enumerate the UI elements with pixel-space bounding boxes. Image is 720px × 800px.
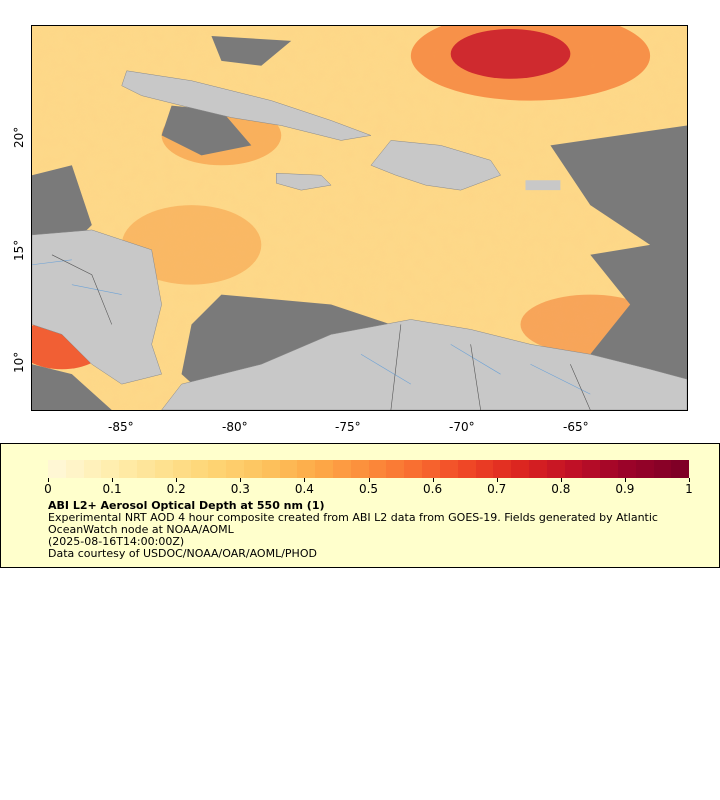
colorbar-segment (261, 460, 280, 478)
colorbar-tick-label: 1 (685, 482, 693, 496)
colorbar-segment (368, 460, 387, 478)
colorbar-segment (83, 460, 102, 478)
y-tick-label: 20° (12, 126, 26, 148)
colorbar-tick-mark (496, 478, 498, 482)
colorbar-tick-label: 0.8 (551, 482, 571, 496)
colorbar-tick-mark (304, 478, 306, 482)
colorbar-tick-label: 0.1 (102, 482, 122, 496)
colorbar-tick-mark (368, 478, 370, 482)
legend-panel: 0 0.1 0.2 0.3 0.4 0.5 0.6 0.7 0.8 0.9 1 ABI L2+ Ae… (0, 443, 720, 568)
colorbar-tick-label: 0.2 (166, 482, 186, 496)
map-panel (31, 25, 688, 411)
colorbar-tick-label: 0.6 (423, 482, 443, 496)
colorbar-tick-label: 0.3 (230, 482, 250, 496)
colorbar-tick-label: 0.5 (358, 482, 379, 496)
colorbar-segment (279, 460, 298, 478)
colorbar-segment (546, 460, 565, 478)
rivers (32, 259, 591, 395)
colorbar-segment (137, 460, 155, 478)
colorbar-segment (493, 460, 512, 478)
no-data-region (211, 35, 292, 66)
colorbar-segment (226, 460, 244, 478)
y-tick-label: 15° (12, 239, 26, 261)
colorbar-segment (297, 460, 316, 478)
legend-text: ABI L2+ Aerosol Optical Depth at 550 nm … (48, 500, 698, 560)
colorbar-segment (618, 460, 636, 478)
colorbar-tick-label: 0.7 (487, 482, 507, 496)
colorbar-segment (154, 460, 173, 478)
no-data-region (550, 125, 687, 410)
colorbar-segment (439, 460, 458, 478)
no-data-region (32, 364, 112, 410)
colorbar-tick-label: 0 (44, 482, 52, 496)
colorbar-segment (528, 460, 547, 478)
colorbar-segment (48, 460, 66, 478)
colorbar-segment (422, 460, 440, 478)
colorbar-segment (243, 460, 262, 478)
colorbar-segment (65, 460, 84, 478)
colorbar-segment (404, 460, 423, 478)
x-tick-label: -65° (563, 420, 589, 434)
x-tick-label: -80° (222, 420, 248, 434)
land-central-america (32, 229, 162, 385)
legend-description: Experimental NRT AOD 4 hour composite cr… (48, 511, 658, 536)
colorbar-tick-mark (176, 478, 178, 482)
x-tick-label: -85° (108, 420, 134, 434)
legend-timestamp: (2025-08-16T14:00:00Z) (48, 535, 185, 548)
legend-title: ABI L2+ Aerosol Optical Depth at 550 nm … (48, 499, 325, 512)
colorbar-segment (635, 460, 654, 478)
colorbar-segment (457, 460, 476, 478)
land-jamaica (276, 172, 332, 191)
x-tick-label: -75° (335, 420, 361, 434)
colorbar-tick-mark (48, 478, 49, 482)
colorbar (48, 460, 690, 478)
no-data-region (161, 105, 252, 156)
colorbar-segment (333, 460, 351, 478)
colorbar-tick-mark (432, 478, 434, 482)
colorbar-tick-label: 0.9 (615, 482, 635, 496)
colorbar-segment (101, 460, 120, 478)
land-cuba (121, 70, 372, 141)
colorbar-segment (582, 460, 601, 478)
land-puerto-rico (525, 180, 561, 191)
colorbar-tick-mark (624, 478, 626, 482)
colorbar-segment (671, 460, 690, 478)
colorbar-segment (475, 460, 494, 478)
borders (51, 254, 591, 410)
colorbar-tick-mark (112, 478, 114, 482)
aod-plume-red (450, 28, 571, 79)
colorbar-segment (350, 460, 369, 478)
land-hispaniola (370, 140, 501, 191)
colorbar-segment (208, 460, 227, 478)
legend-credit: Data courtesy of USDOC/NOAA/OAR/AOML/PHO… (48, 547, 317, 560)
colorbar-segment (315, 460, 333, 478)
colorbar-segment (564, 460, 583, 478)
colorbar-segment (190, 460, 209, 478)
colorbar-segment (386, 460, 405, 478)
colorbar-segment (172, 460, 191, 478)
x-tick-label: -70° (449, 420, 475, 434)
land-south-america (161, 319, 687, 410)
aod-map (32, 26, 687, 410)
aod-patch-orange (121, 205, 262, 285)
colorbar-segment (600, 460, 618, 478)
colorbar-segment (653, 460, 672, 478)
colorbar-segment (511, 460, 529, 478)
colorbar-tick-mark (560, 478, 562, 482)
colorbar-segment (119, 460, 138, 478)
colorbar-tick-mark (240, 478, 242, 482)
colorbar-tick-mark (689, 478, 690, 482)
y-tick-label: 10° (12, 351, 26, 373)
colorbar-tick-label: 0.4 (294, 482, 314, 496)
